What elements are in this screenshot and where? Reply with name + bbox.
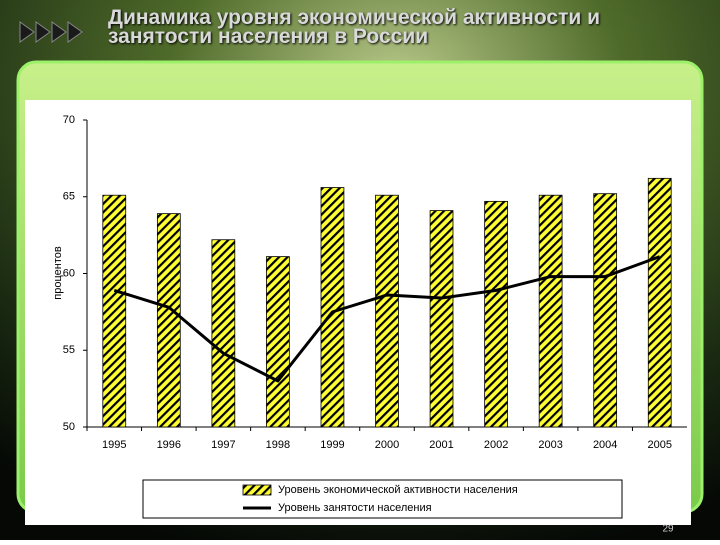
x-tick-label: 1997 <box>211 439 235 451</box>
y-tick-label: 50 <box>63 421 75 433</box>
bar <box>593 193 618 428</box>
chart-title: Динамика уровня экономической активности… <box>108 8 601 48</box>
legend-swatch <box>242 484 272 496</box>
page-number: 29 <box>662 524 674 535</box>
x-tick-label: 1999 <box>320 439 344 451</box>
y-tick-label: 65 <box>63 191 75 203</box>
y-tick-label: 70 <box>63 114 75 126</box>
bar <box>320 187 345 428</box>
bar <box>211 239 236 428</box>
x-tick-label: 2002 <box>484 439 508 451</box>
x-tick-label: 2003 <box>538 439 562 451</box>
x-tick-label: 1998 <box>266 439 290 451</box>
bar <box>102 194 127 428</box>
y-tick-label: 60 <box>63 267 75 279</box>
bar <box>647 177 672 428</box>
bar <box>156 213 181 428</box>
bar <box>484 200 508 428</box>
legend <box>142 479 623 519</box>
bar <box>266 256 290 428</box>
x-tick-label: 2000 <box>375 439 399 451</box>
bar <box>538 194 563 428</box>
title-box: Динамика уровня экономической активности… <box>108 8 601 48</box>
x-tick-label: 2004 <box>593 439 617 451</box>
title-arrows <box>19 21 83 43</box>
bar <box>375 194 399 428</box>
legend-label: Уровень занятости населения <box>278 502 432 514</box>
y-axis-label: процентов <box>52 246 64 300</box>
bar <box>429 210 454 428</box>
x-tick-label: 2005 <box>647 439 671 451</box>
x-tick-label: 2001 <box>429 439 453 451</box>
chart-area <box>25 100 691 525</box>
line <box>113 255 661 383</box>
x-tick-label: 1995 <box>102 439 126 451</box>
y-tick-label: 55 <box>63 344 75 356</box>
legend-label: Уровень экономической активности населен… <box>278 484 518 496</box>
x-tick-label: 1996 <box>157 439 181 451</box>
